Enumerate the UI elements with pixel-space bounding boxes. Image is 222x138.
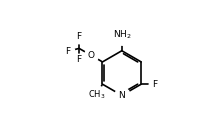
Text: F: F bbox=[77, 55, 82, 64]
Text: F: F bbox=[152, 80, 157, 89]
Text: F: F bbox=[65, 47, 71, 56]
Text: N: N bbox=[119, 91, 125, 100]
Text: F: F bbox=[77, 32, 82, 41]
Text: NH$_2$: NH$_2$ bbox=[113, 28, 131, 41]
Text: O: O bbox=[87, 51, 94, 60]
Text: CH$_3$: CH$_3$ bbox=[88, 88, 105, 101]
